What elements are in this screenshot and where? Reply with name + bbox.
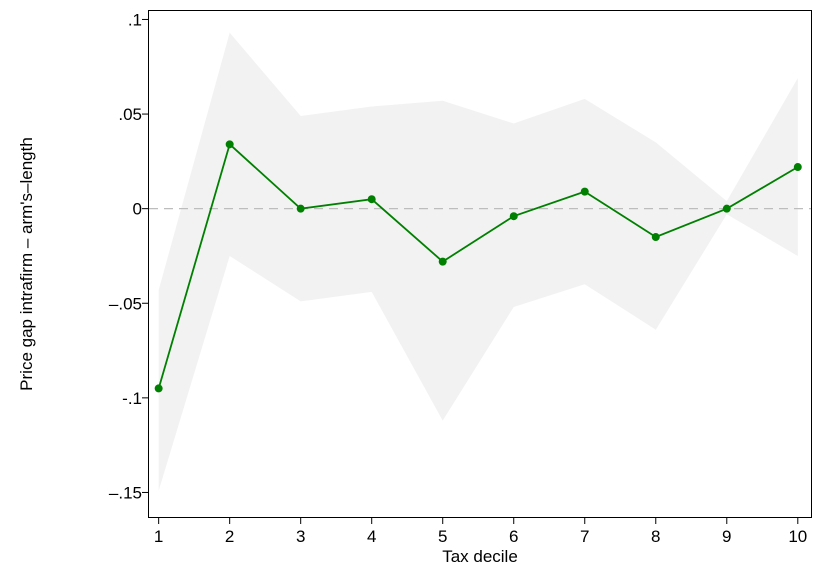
series-layer: [154, 140, 802, 393]
x-tick-label: 4: [367, 527, 376, 546]
y-tick-label: .1: [128, 10, 142, 29]
x-tick-label: 9: [722, 527, 731, 546]
x-axis-label: Tax decile: [442, 547, 518, 566]
data-point: [651, 233, 660, 242]
x-tick-label: 1: [154, 527, 163, 546]
y-axis: .1 .05 0 –.05 -.1 –.15: [109, 10, 148, 502]
x-tick-label: 2: [225, 527, 234, 546]
data-point: [580, 187, 589, 196]
x-tick-label: 8: [651, 527, 660, 546]
confidence-band-layer: [158, 32, 798, 491]
plot-frame: [148, 10, 812, 518]
x-tick-label: 7: [580, 527, 589, 546]
x-tick-label: 3: [296, 527, 305, 546]
y-tick-label: –.15: [109, 483, 142, 502]
data-point: [367, 195, 376, 204]
y-tick-label: .05: [118, 105, 142, 124]
x-tick-label: 6: [509, 527, 518, 546]
x-axis: 1 2 3 4 5 6 7 8 9 10: [154, 518, 807, 546]
data-point: [438, 257, 447, 266]
y-tick-label: –.05: [109, 294, 142, 313]
y-tick-label: -.1: [122, 389, 142, 408]
data-point: [509, 212, 518, 221]
x-tick-label: 10: [788, 527, 807, 546]
data-point: [225, 140, 234, 149]
series-line-0: [157, 142, 799, 389]
data-point: [793, 163, 802, 172]
x-tick-label: 5: [438, 527, 447, 546]
data-point: [296, 204, 305, 213]
y-tick-label: 0: [133, 200, 142, 219]
confidence-band-0: [158, 32, 798, 491]
y-axis-label: Price gap intrafirm – arm's–length: [17, 137, 36, 391]
data-point: [722, 204, 731, 213]
data-point: [154, 384, 163, 393]
